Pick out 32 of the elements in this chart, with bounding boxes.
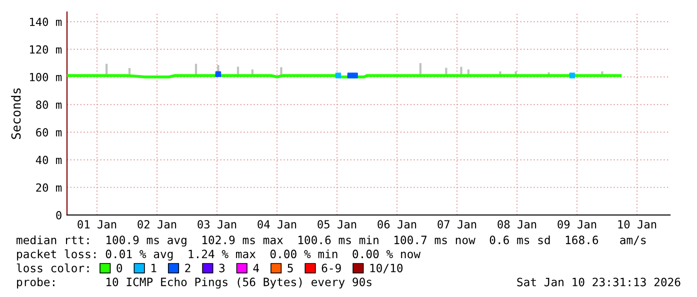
x-tick-label: 01 Jan — [78, 220, 116, 229]
legend-label: 2 — [185, 264, 190, 272]
legend-label: 6-9 — [322, 264, 341, 272]
y-axis-title: Seconds — [11, 88, 21, 139]
x-tick-label: 03 Jan — [198, 220, 236, 229]
legend-label: 3 — [219, 264, 225, 272]
x-tick-label: 09 Jan — [558, 220, 596, 229]
legend-label: 10/10 — [370, 264, 403, 274]
text: packet loss: 0.01 % avg 1.24 % max 0.00 % min 0.00 % now — [17, 249, 421, 261]
y-tick-label: 100 m — [30, 72, 62, 82]
legend-label: 1 — [152, 264, 156, 272]
legend-label: 5 — [288, 264, 293, 272]
x-tick-label: 08 Jan — [498, 220, 536, 229]
x-tick-label: 02 Jan — [138, 220, 176, 229]
y-tick-label: 120 m — [30, 45, 62, 54]
x-tick-label: 04 Jan — [258, 220, 296, 229]
text: probe: 10 ICMP Echo Pings (56 Bytes) every 90s — [17, 277, 372, 289]
legend-label: 0 — [116, 264, 122, 272]
y-tick-label: 80 m — [36, 100, 62, 109]
legend-title: loss color: — [16, 263, 89, 272]
x-tick-label: 05 Jan — [318, 220, 356, 229]
y-tick-label: 20 m — [36, 183, 62, 192]
y-tick-label: 60 m — [36, 128, 62, 137]
x-tick-label: 06 Jan — [378, 220, 416, 229]
x-tick-label: 07 Jan — [438, 220, 476, 229]
x-tick-label: 10 Jan — [618, 220, 656, 229]
text: Sat Jan 10 23:31:13 2026 — [517, 278, 680, 286]
y-tick-label: 40 m — [36, 156, 62, 164]
y-tick-label: 0 — [56, 211, 62, 220]
y-tick-label: 140 m — [30, 18, 62, 26]
legend-label: 4 — [253, 264, 260, 272]
text: median rtt: 100.9 ms avg 102.9 ms max 100.6 ms min 100.7 ms now 0.6 ms sd 168.6 am/s — [16, 235, 646, 247]
